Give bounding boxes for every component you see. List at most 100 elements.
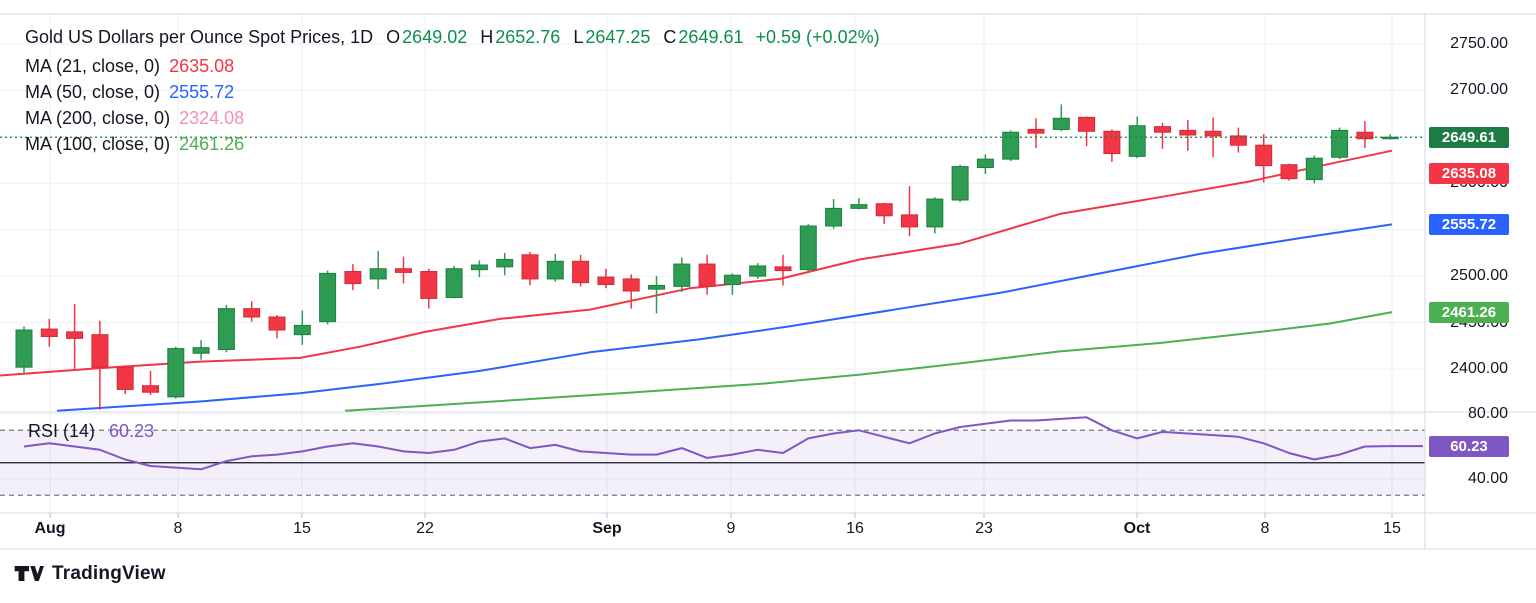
candle-body [875,203,893,217]
candle-body [1052,117,1070,130]
candle-body [91,334,109,368]
ma21-badge: 2635.08 [1429,162,1509,184]
time-tick-label: 15 [1383,520,1401,537]
candle-body [167,348,185,398]
price-tick-label: 2700.00 [1450,81,1508,99]
time-tick-label: 22 [416,520,434,537]
candle-body [1331,129,1349,158]
candle-body [546,260,564,280]
candle-body [369,268,387,280]
candle-body [344,271,362,285]
candle-body [850,204,868,209]
symbol-ohlc-row: Gold US Dollars per Ounce Spot Prices, 1… [25,27,880,48]
candle-body [15,329,33,368]
ohlc-value: 2649.02 [402,27,468,47]
candle-body [395,268,412,273]
candle-body [951,166,969,201]
candle-body [1103,130,1121,155]
candle-body [192,347,210,354]
ma-legend-row[interactable]: MA (21, close, 0) 2635.08 [25,53,244,79]
candle-body [597,276,615,286]
ma-legend-label: MA (21, close, 0) [25,55,161,76]
time-tick-label: 8 [173,520,183,537]
time-tick-label: 23 [975,520,993,537]
candle-body [293,324,311,336]
candle-body [926,198,944,228]
candle-body [1356,131,1374,140]
ma-legend-row[interactable]: MA (100, close, 0) 2461.26 [25,131,244,157]
candle-body [1002,131,1020,160]
price-change: +0.59 (+0.02%) [755,27,880,47]
candle-body [66,331,84,339]
price-tick-label: 2500.00 [1450,267,1508,285]
last-price-badge: 2649.61 [1429,126,1509,148]
ma-legend-label: MA (200, close, 0) [25,107,171,128]
candle-body [1305,157,1323,181]
candle-body [698,263,716,287]
candle-body [976,158,994,169]
rsi-legend: RSI (14) 60.23 [28,421,154,442]
ma100-badge: 2461.26 [1429,301,1509,323]
candle-body [1255,144,1273,167]
chart-legend: Gold US Dollars per Ounce Spot Prices, 1… [25,27,880,48]
ohlc-value: 2647.25 [585,27,651,47]
ohlc-letter: H [480,27,494,47]
ma-legend-value: 2461.26 [179,133,245,154]
candle-body [901,214,918,228]
candle-body [1179,129,1197,136]
candle-body [1078,116,1096,132]
symbol-title[interactable]: Gold US Dollars per Ounce Spot Prices, 1… [25,27,374,47]
brand-text: TradingView [52,562,166,584]
rsi-band [0,429,1425,496]
candle-body [1154,126,1171,133]
candle-body [622,278,640,292]
candle-body [40,328,58,338]
price-tick-label: 2400.00 [1450,360,1508,377]
tradingview-logo-icon [14,566,44,581]
pane-separators [0,13,1536,550]
ma-legend-row[interactable]: MA (50, close, 0) 2555.72 [25,79,244,105]
ma-legend-value: 2324.08 [179,107,245,128]
candle-body [673,263,691,287]
candle-body [825,207,843,227]
time-tick-label: Aug [34,520,66,537]
ma50-line [56,223,1393,412]
ohlc-letter: L [573,27,584,47]
candle-body [496,258,514,268]
candle-body [1204,130,1222,137]
footer-brand[interactable]: TradingView [14,561,166,586]
candle-body [1229,135,1247,146]
candle-body [420,271,438,299]
candle-body [116,366,134,390]
ma100-line [344,311,1393,412]
time-tick-label: 16 [846,520,864,537]
ma21-line [0,149,1393,377]
ma-legend-row[interactable]: MA (200, close, 0) 2324.08 [25,105,244,131]
candle-body [648,284,665,290]
time-tick-label: 9 [726,520,736,537]
ma-legend-label: MA (50, close, 0) [25,81,161,102]
ma-legend-rows: MA (21, close, 0) 2635.08 MA (50, close, 0… [25,53,244,157]
rsi-line [23,416,1423,471]
rsi-label[interactable]: RSI (14) [28,421,96,441]
rsi-value: 60.23 [109,421,155,441]
candle-body [319,272,337,323]
candle-body [723,274,741,286]
time-tick-label: Oct [1123,520,1151,537]
candle-body [1280,164,1298,180]
candle-body [217,308,235,351]
ohlc-value: 2649.61 [678,27,744,47]
candle-body [799,225,817,271]
candle-body [470,264,488,271]
candle-body [572,260,590,284]
candle-body [1128,125,1146,157]
time-tick-label: Sep [592,520,622,537]
candle-body [142,385,159,393]
price-tick-label: 2750.00 [1450,35,1508,52]
ma-legend-value: 2635.08 [169,55,235,76]
rsi-badge: 60.23 [1429,435,1509,457]
candle-body [774,266,792,272]
candle-body [445,268,463,299]
